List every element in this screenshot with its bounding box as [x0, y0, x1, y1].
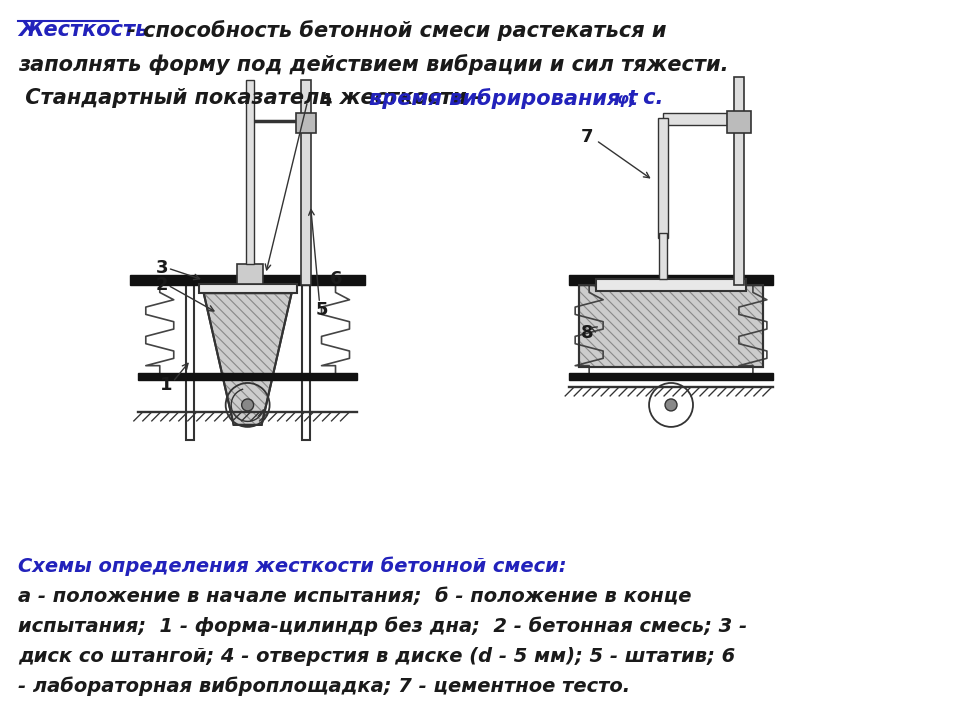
Circle shape — [242, 399, 253, 411]
Bar — [569, 373, 773, 380]
Text: φ: φ — [617, 92, 629, 107]
Text: 5: 5 — [316, 301, 328, 319]
Text: , с.: , с. — [629, 89, 664, 109]
Bar — [569, 275, 773, 285]
Text: 7: 7 — [581, 128, 593, 146]
Bar — [596, 279, 746, 291]
Bar — [237, 264, 263, 284]
Text: 6: 6 — [329, 270, 342, 288]
Text: Схемы определения жесткости бетонной смеси:: Схемы определения жесткости бетонной сме… — [18, 557, 566, 576]
Bar — [138, 373, 357, 380]
Text: Жесткость: Жесткость — [18, 20, 149, 40]
Text: испытания;  1 - форма-цилиндр без дна;  2 - бетонная смесь; 3 -: испытания; 1 - форма-цилиндр без дна; 2 … — [18, 616, 747, 636]
Text: заполнять форму под действием вибрации и сил тяжести.: заполнять форму под действием вибрации и… — [18, 55, 729, 76]
Bar — [658, 118, 668, 238]
Text: 2: 2 — [156, 276, 168, 294]
Bar — [185, 285, 194, 440]
Text: 1: 1 — [159, 376, 172, 394]
Bar — [301, 285, 309, 440]
Bar — [660, 233, 667, 279]
Bar — [727, 112, 751, 133]
Bar — [199, 284, 297, 293]
Bar — [246, 81, 253, 264]
Text: время вибрирования t: время вибрирования t — [370, 89, 638, 109]
Bar — [130, 275, 366, 285]
Text: 3: 3 — [156, 259, 168, 277]
Text: 8: 8 — [581, 324, 594, 342]
Bar — [296, 113, 316, 133]
Text: диск со штангой; 4 - отверстия в диске (d - 5 мм); 5 - штатив; 6: диск со штангой; 4 - отверстия в диске (… — [18, 647, 735, 665]
Text: а - положение в начале испытания;  б - положение в конце: а - положение в начале испытания; б - по… — [18, 587, 691, 606]
Polygon shape — [204, 293, 292, 425]
Bar — [663, 113, 727, 125]
Text: 4: 4 — [320, 92, 332, 110]
Bar — [734, 78, 744, 285]
Text: - лабораторная виброплощадка; 7 - цементное тесто.: - лабораторная виброплощадка; 7 - цемент… — [18, 677, 630, 696]
Polygon shape — [579, 285, 763, 367]
Circle shape — [665, 399, 677, 411]
Text: - способность бетонной смеси растекаться и: - способность бетонной смеси растекаться… — [120, 20, 666, 42]
Text: Стандартный показатель жесткости –: Стандартный показатель жесткости – — [18, 89, 492, 109]
Bar — [300, 81, 310, 285]
